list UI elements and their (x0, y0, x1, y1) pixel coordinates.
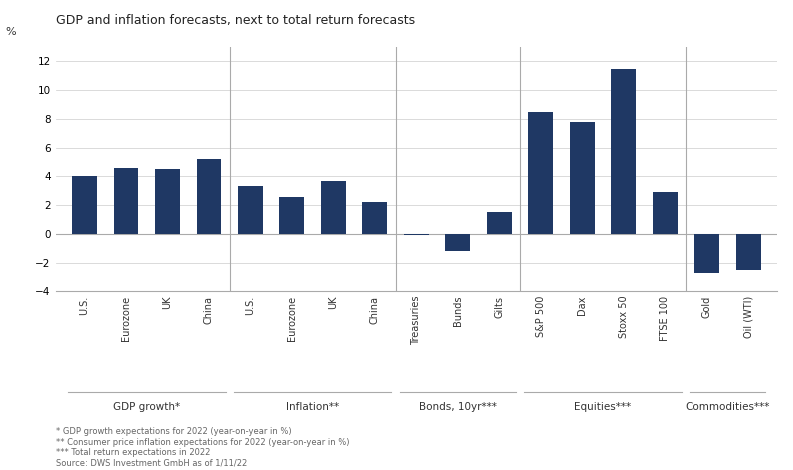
Bar (570, 122, 595, 234)
Text: %: % (5, 27, 16, 37)
Bar (446, 234, 470, 251)
Bar (736, 234, 760, 270)
Bar (72, 176, 97, 234)
Text: Equities***: Equities*** (574, 402, 631, 412)
Bar (238, 187, 262, 234)
Bar (653, 192, 677, 234)
Bar (528, 112, 554, 234)
Bar (321, 180, 346, 234)
Bar (694, 234, 719, 273)
Text: Commodities***: Commodities*** (685, 402, 769, 412)
Bar (113, 168, 139, 234)
Text: Bonds, 10yr***: Bonds, 10yr*** (419, 402, 496, 412)
Bar (487, 212, 511, 234)
Bar (155, 169, 180, 234)
Text: Inflation**: Inflation** (286, 402, 339, 412)
Bar (197, 159, 221, 234)
Bar (611, 69, 636, 234)
Text: GDP growth*: GDP growth* (113, 402, 180, 412)
Bar (279, 196, 305, 234)
Bar (362, 202, 387, 234)
Bar (404, 234, 429, 235)
Text: * GDP growth expectations for 2022 (year-on-year in %)
** Consumer price inflati: * GDP growth expectations for 2022 (year… (56, 427, 349, 468)
Text: GDP and inflation forecasts, next to total return forecasts: GDP and inflation forecasts, next to tot… (56, 14, 415, 27)
